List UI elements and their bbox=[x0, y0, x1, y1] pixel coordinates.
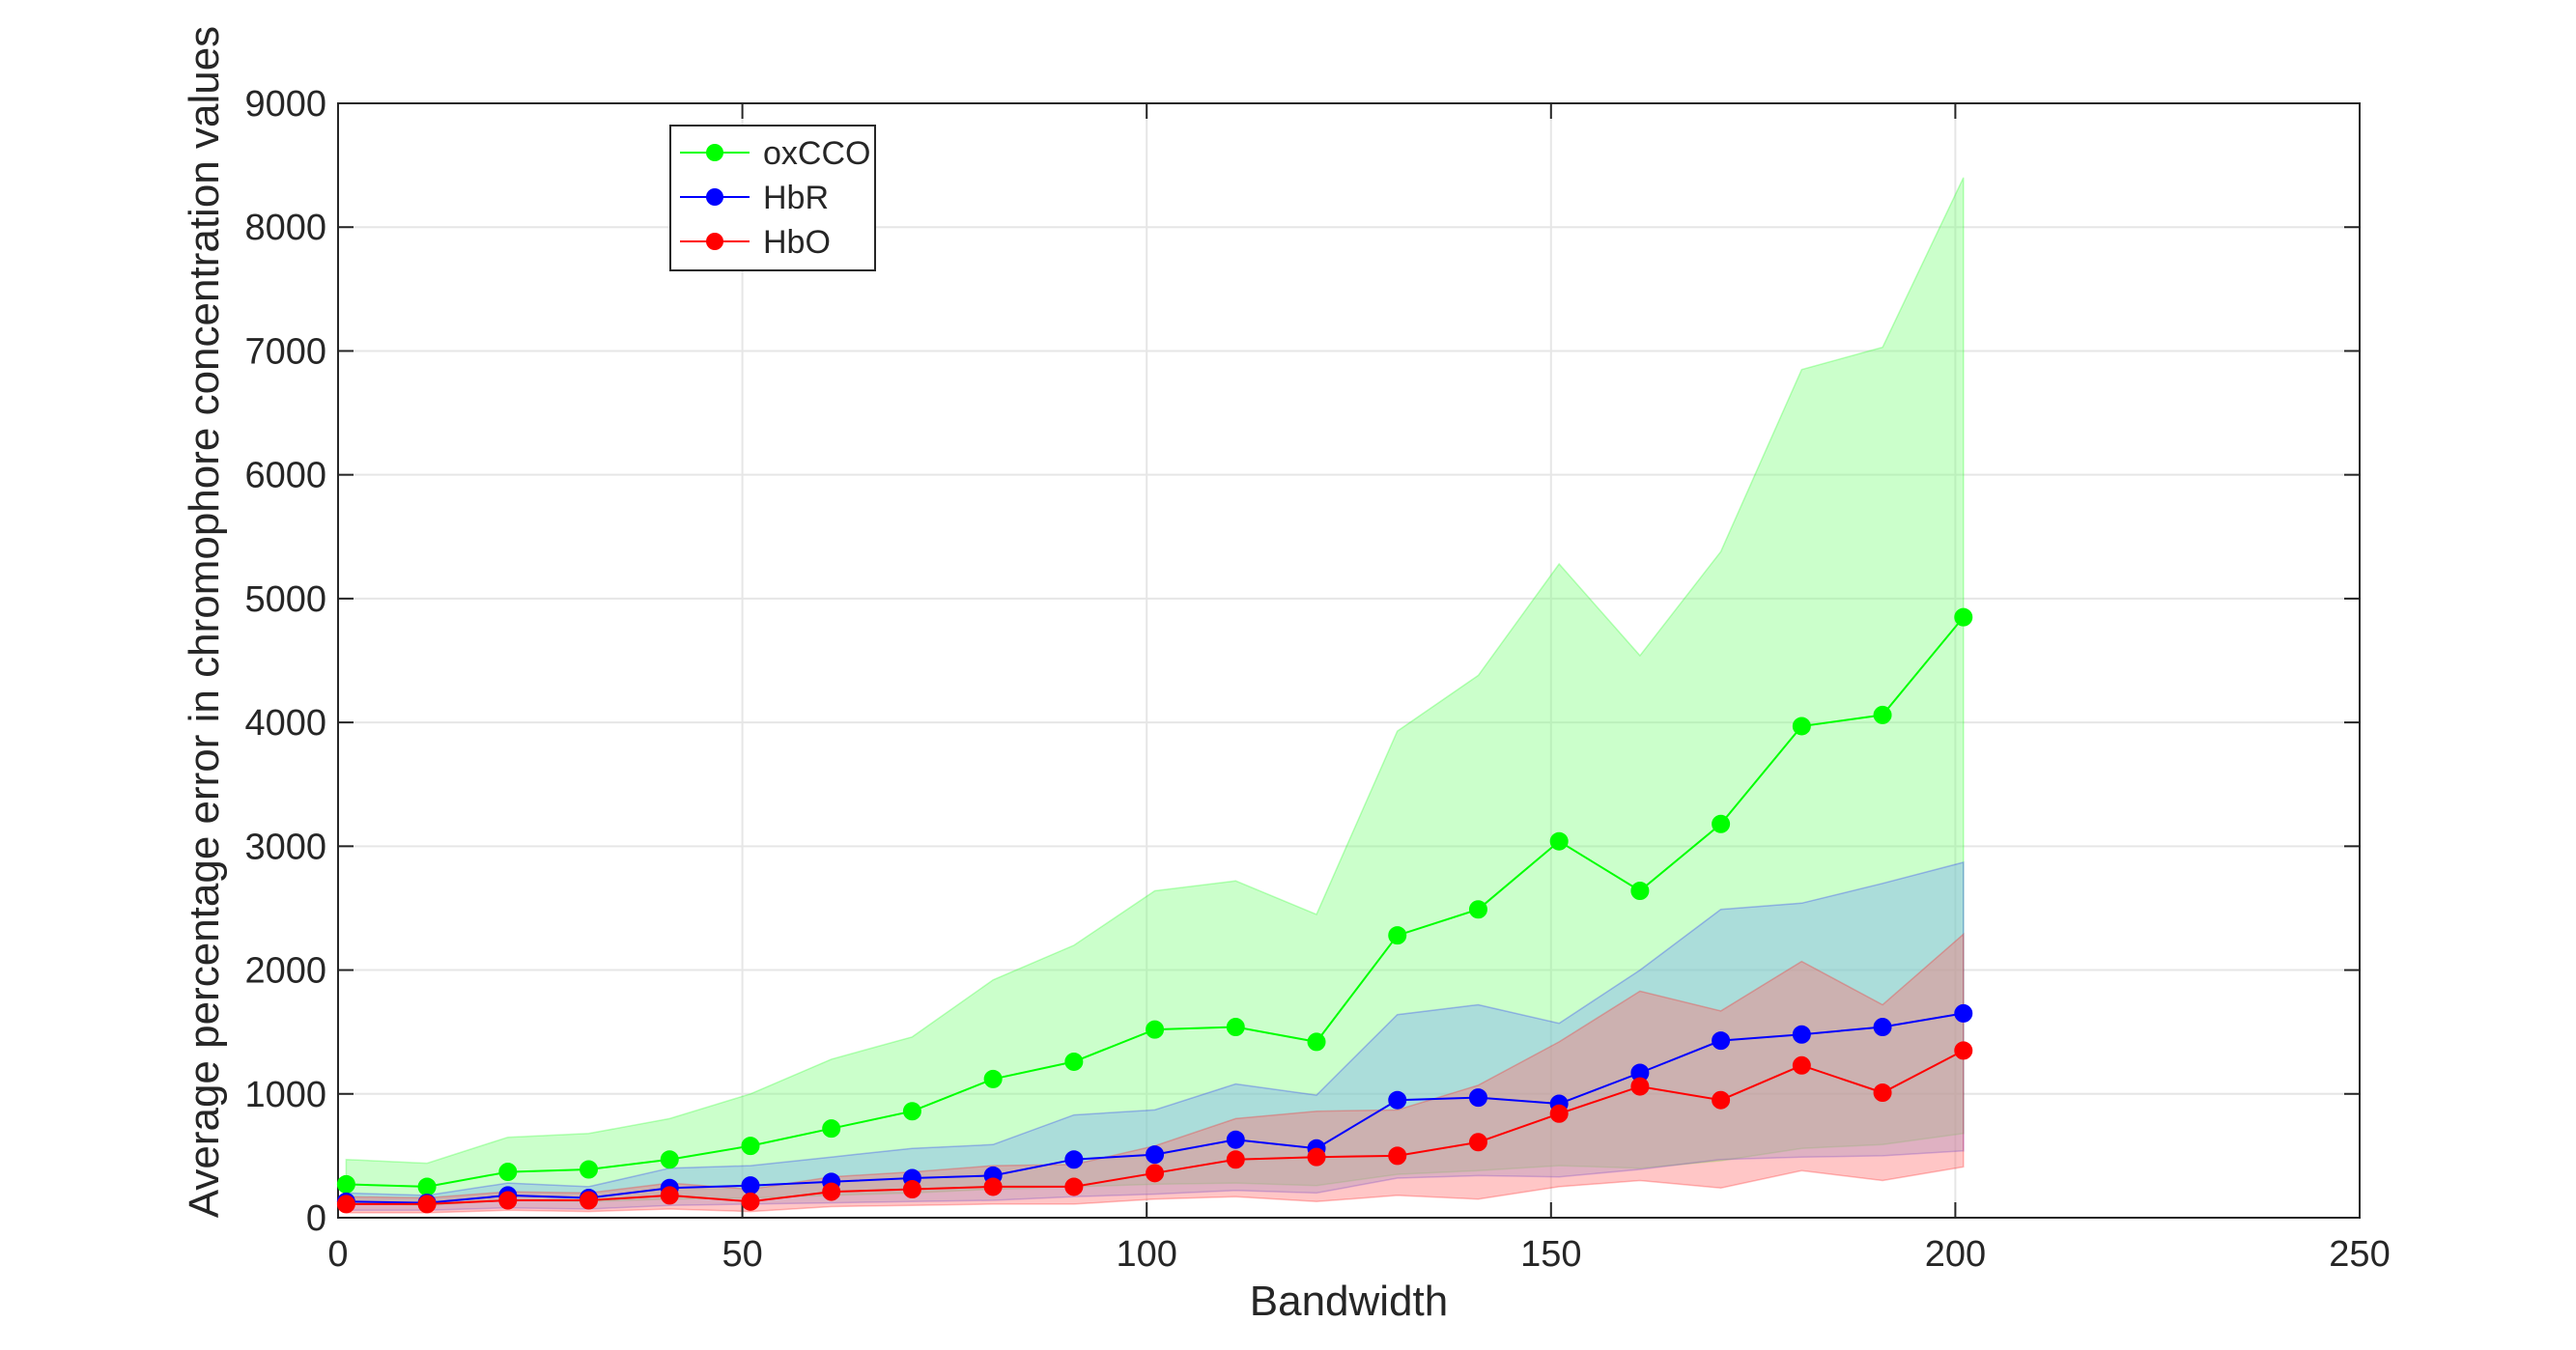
data-point-hbo bbox=[1468, 1133, 1487, 1152]
data-point-oxcco bbox=[1226, 1018, 1245, 1037]
x-tick-label: 0 bbox=[327, 1234, 348, 1275]
data-point-oxcco bbox=[1630, 881, 1650, 900]
data-point-hbo bbox=[417, 1195, 437, 1214]
y-tick-label: 9000 bbox=[244, 84, 326, 125]
data-point-hbr bbox=[1226, 1130, 1245, 1149]
x-tick-label: 200 bbox=[1925, 1234, 1986, 1275]
legend-swatch-marker bbox=[706, 188, 723, 206]
x-tick-label: 50 bbox=[722, 1234, 762, 1275]
data-point-oxcco bbox=[660, 1150, 679, 1169]
legend-label: oxCCO bbox=[763, 135, 870, 172]
data-point-hbo bbox=[741, 1192, 760, 1211]
y-tick-label: 1000 bbox=[244, 1075, 326, 1115]
data-point-hbr bbox=[1064, 1150, 1084, 1169]
data-point-hbo bbox=[1064, 1177, 1084, 1196]
data-point-hbo bbox=[1146, 1164, 1165, 1183]
confidence-bands bbox=[345, 177, 1965, 1214]
y-tick-label: 8000 bbox=[244, 208, 326, 248]
data-point-oxcco bbox=[1064, 1052, 1084, 1071]
data-point-oxcco bbox=[1307, 1032, 1326, 1052]
data-point-oxcco bbox=[1792, 717, 1811, 736]
data-point-oxcco bbox=[498, 1163, 518, 1182]
x-tick-label: 100 bbox=[1116, 1234, 1176, 1275]
data-point-hbo bbox=[1388, 1146, 1407, 1166]
y-tick-label: 3000 bbox=[244, 827, 326, 867]
legend-swatch-marker bbox=[706, 233, 723, 250]
data-point-hbo bbox=[1712, 1090, 1731, 1110]
data-point-hbr bbox=[1954, 1003, 1973, 1023]
data-point-hbo bbox=[983, 1177, 1003, 1196]
data-point-hbo bbox=[1873, 1083, 1892, 1102]
data-point-hbo bbox=[1226, 1150, 1245, 1169]
data-point-hbo bbox=[1630, 1077, 1650, 1096]
data-point-hbo bbox=[822, 1182, 841, 1201]
legend: oxCCO HbR HbO bbox=[669, 125, 876, 271]
data-point-oxcco bbox=[1146, 1020, 1165, 1039]
data-point-oxcco bbox=[983, 1069, 1003, 1088]
data-point-oxcco bbox=[417, 1177, 437, 1196]
band-hbr bbox=[345, 861, 1965, 1212]
data-point-hbr bbox=[1468, 1088, 1487, 1108]
data-point-hbr bbox=[1388, 1090, 1407, 1110]
data-point-oxcco bbox=[1468, 900, 1487, 919]
data-point-hbo bbox=[1549, 1104, 1569, 1123]
data-point-oxcco bbox=[336, 1174, 355, 1194]
x-axis-title: Bandwidth bbox=[1250, 1278, 1448, 1325]
data-point-hbr bbox=[1146, 1145, 1165, 1165]
data-point-oxcco bbox=[1388, 926, 1407, 945]
data-point-hbo bbox=[336, 1195, 355, 1214]
data-point-hbr bbox=[1873, 1018, 1892, 1037]
data-point-oxcco bbox=[1873, 705, 1892, 724]
y-tick-label: 5000 bbox=[244, 579, 326, 620]
data-point-oxcco bbox=[1712, 814, 1731, 833]
data-point-hbr bbox=[741, 1176, 760, 1195]
x-tick-label: 150 bbox=[1520, 1234, 1581, 1275]
data-point-hbo bbox=[1307, 1147, 1326, 1167]
y-tick-label: 0 bbox=[306, 1198, 326, 1239]
y-tick-label: 6000 bbox=[244, 456, 326, 496]
data-point-oxcco bbox=[822, 1119, 841, 1139]
data-point-oxcco bbox=[741, 1137, 760, 1156]
data-point-oxcco bbox=[902, 1102, 921, 1121]
data-point-hbr bbox=[1712, 1031, 1731, 1051]
data-point-hbo bbox=[498, 1191, 518, 1210]
axes: 0 50 100 150 200 250 0 1000 2000 3000 4000 5000 6000… bbox=[244, 84, 2390, 1275]
x-tick-label: 250 bbox=[2329, 1234, 2390, 1275]
legend-label: HbO bbox=[763, 224, 831, 261]
y-tick-label: 2000 bbox=[244, 951, 326, 992]
data-point-hbo bbox=[1954, 1041, 1973, 1060]
data-point-oxcco bbox=[1549, 831, 1569, 851]
data-point-oxcco bbox=[1954, 607, 1973, 627]
data-point-hbo bbox=[660, 1186, 679, 1205]
plot-frame bbox=[337, 102, 2361, 1219]
y-tick-label: 7000 bbox=[244, 331, 326, 372]
data-point-hbo bbox=[580, 1191, 599, 1210]
data-point-hbo bbox=[1792, 1055, 1811, 1075]
data-point-hbo bbox=[902, 1180, 921, 1199]
legend-swatch-marker bbox=[706, 144, 723, 161]
legend-label: HbR bbox=[763, 180, 829, 216]
data-series bbox=[336, 607, 1973, 1214]
data-point-oxcco bbox=[580, 1160, 599, 1179]
y-tick-label: 4000 bbox=[244, 703, 326, 744]
data-point-hbr bbox=[1792, 1025, 1811, 1044]
y-axis-title: Average percentage error in chromophore … bbox=[181, 26, 228, 1218]
